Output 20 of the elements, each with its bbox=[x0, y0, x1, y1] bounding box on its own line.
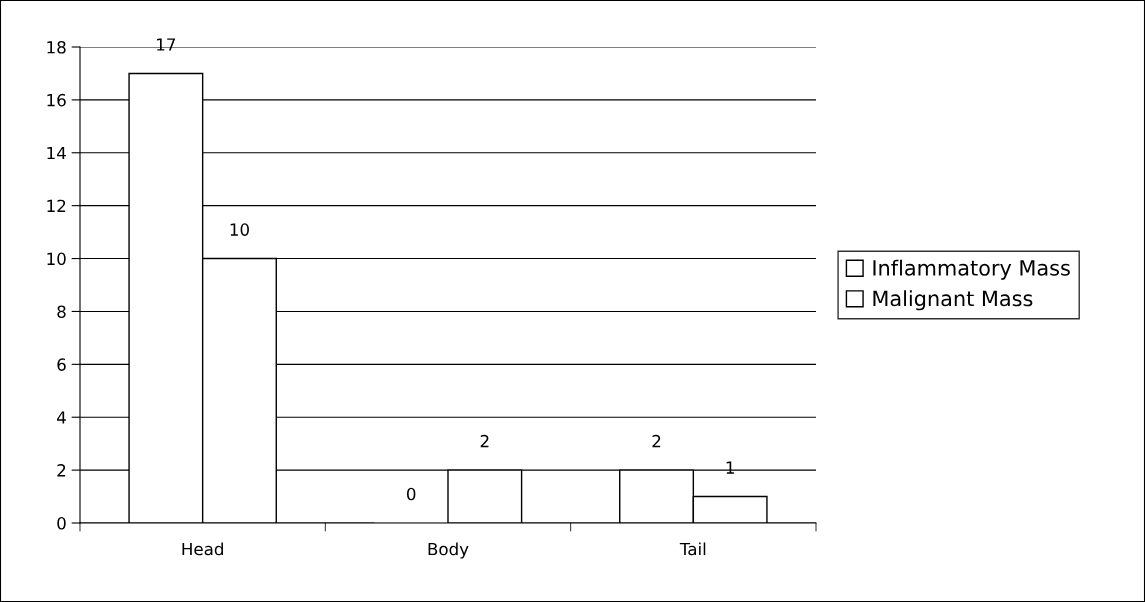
y-tick-label: 8 bbox=[57, 305, 66, 319]
y-tick-label: 16 bbox=[47, 93, 66, 107]
x-tick-label: Body bbox=[428, 542, 469, 559]
y-tick-label: 10 bbox=[47, 252, 66, 266]
data-label: 17 bbox=[157, 38, 176, 51]
y-tick-label: 2 bbox=[57, 464, 66, 477]
y-tick-label: 12 bbox=[47, 199, 66, 212]
data-label: 2 bbox=[652, 434, 661, 448]
y-tick-label: 0 bbox=[57, 516, 66, 530]
data-label: 10 bbox=[230, 223, 249, 236]
legend-label: Malignant Mass bbox=[873, 290, 1033, 311]
y-tick-label: 6 bbox=[57, 358, 66, 371]
x-tick-label: Tail bbox=[679, 542, 706, 556]
y-tick-label: 14 bbox=[47, 146, 66, 160]
data-label: 2 bbox=[480, 434, 489, 448]
data-label: 0 bbox=[407, 487, 416, 501]
x-tick-label: Head bbox=[182, 542, 223, 556]
legend-label: Inflammatory Mass bbox=[873, 259, 1070, 280]
y-tick-label: 18 bbox=[47, 40, 66, 54]
y-tick-label: 4 bbox=[57, 411, 66, 424]
